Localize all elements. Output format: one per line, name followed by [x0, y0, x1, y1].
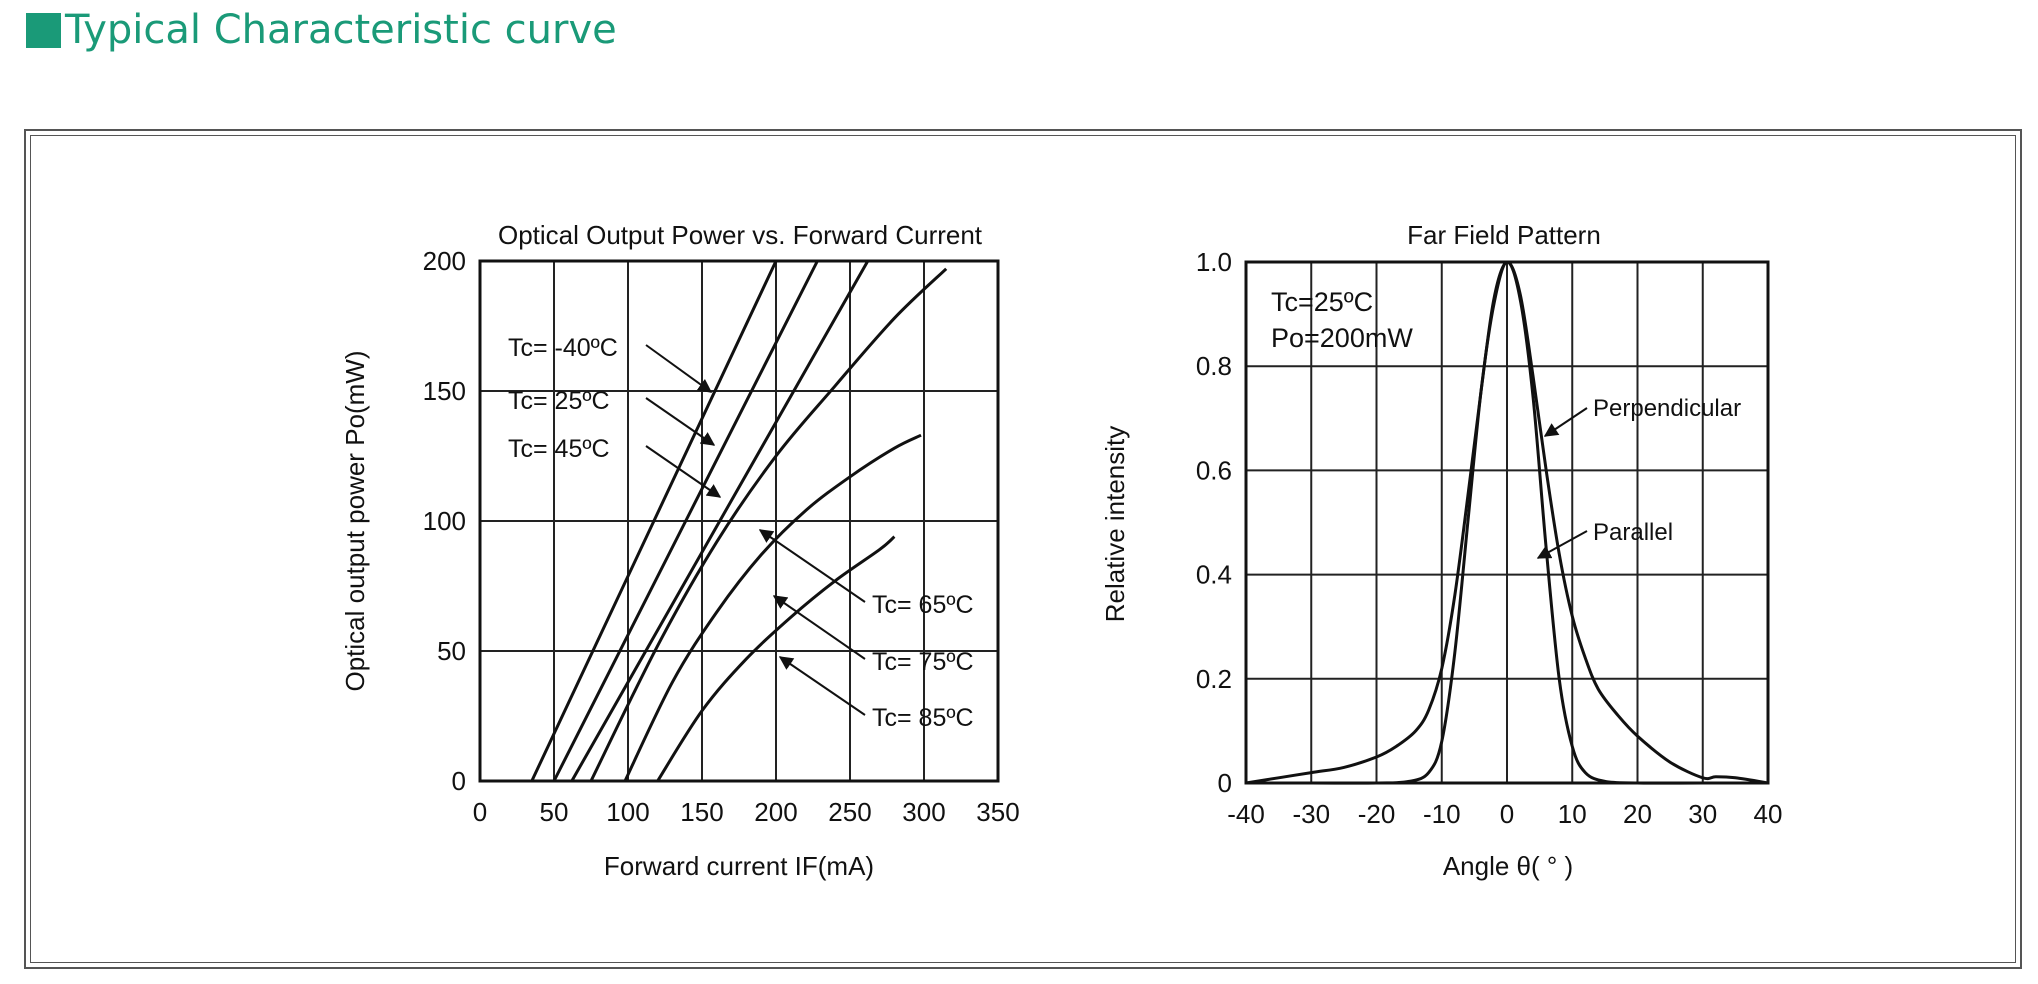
chart-2-y-tick-label: 1.0: [1196, 247, 1232, 277]
chart-2-x-ticks: -40 -30 -20 -10 0 10 20 30 40: [1227, 799, 1782, 829]
chart-2-x-axis-label: Angle θ( ° ): [1443, 851, 1573, 881]
chart-2-y-tick-label: 0: [1218, 768, 1232, 798]
figure-frame-inner: [30, 135, 2016, 963]
chart-1-y-tick-label: 100: [423, 506, 466, 536]
chart-2-x-tick-label: -40: [1227, 799, 1265, 829]
chart-1-y-axis-label: Optical output power Po(mW): [340, 350, 370, 691]
chart-2-x-tick-label: 0: [1500, 799, 1514, 829]
chart-1-x-tick-label: 200: [754, 797, 797, 827]
chart-1-y-ticks: 0 50 100 150 200: [423, 246, 466, 796]
legend-tc-minus40: Tc= -40ºC: [508, 334, 618, 362]
chart-2-x-tick-label: -20: [1358, 799, 1396, 829]
legend-tc-45: Tc= 45ºC: [508, 435, 610, 463]
chart-power-vs-current: Optical Output Power vs. Forward Current…: [340, 220, 1020, 881]
chart-1-series-line: [589, 267, 948, 782]
arrow-tc-45: [645, 445, 722, 498]
arrow-tc-25: [645, 397, 716, 446]
legend-tc-75: Tc= 75ºC: [872, 648, 974, 676]
chart-2-annotation-po: Po=200mW: [1271, 323, 1413, 353]
chart-1-x-tick-label: 0: [473, 797, 487, 827]
chart-2-x-tick-label: 30: [1688, 799, 1717, 829]
chart-1-x-tick-label: 250: [828, 797, 871, 827]
figure-frame: [24, 129, 2022, 969]
arrow-perpendicular: [1543, 407, 1588, 437]
chart-1-series-lines: [530, 260, 948, 782]
arrow-tc-75: [772, 595, 866, 660]
legend-perpendicular: Perpendicular: [1593, 395, 1741, 422]
legend-tc-65: Tc= 65ºC: [872, 591, 974, 619]
chart-2-series-line: [1245, 260, 1768, 785]
chart-1-grid: [480, 261, 998, 781]
arrow-tc-85: [778, 656, 866, 716]
chart-1-x-ticks: 0 50 100 150 200 250 300 350: [473, 797, 1020, 827]
chart-1-series-line: [552, 260, 819, 782]
chart-2-y-tick-label: 0.8: [1196, 351, 1232, 381]
chart-1-series-line: [530, 260, 778, 782]
chart-2-grid: [1246, 262, 1768, 783]
chart-2-x-tick-label: 40: [1754, 799, 1783, 829]
chart-1-x-tick-label: 50: [540, 797, 569, 827]
chart-1-series-line: [623, 433, 922, 782]
chart-1-x-tick-label: 350: [976, 797, 1019, 827]
section-title-text: Typical Characteristic curve: [65, 7, 617, 53]
chart-2-y-tick-label: 0.6: [1196, 455, 1232, 485]
chart-1-y-tick-label: 0: [452, 766, 466, 796]
chart-1-y-tick-label: 50: [437, 636, 466, 666]
chart-1-series-line: [570, 260, 870, 782]
legend-parallel: Parallel: [1593, 519, 1673, 546]
chart-1-x-tick-label: 100: [606, 797, 649, 827]
legend-tc-25: Tc= 25ºC: [508, 387, 610, 415]
arrow-parallel: [1536, 530, 1588, 559]
chart-2-x-tick-label: 10: [1558, 799, 1587, 829]
chart-2-x-tick-label: -30: [1292, 799, 1330, 829]
chart-1-x-tick-label: 300: [902, 797, 945, 827]
legend-tc-85: Tc= 85ºC: [872, 704, 974, 732]
chart-2-y-tick-label: 0.2: [1196, 664, 1232, 694]
chart-1-y-tick-label: 150: [423, 376, 466, 406]
chart-1-series-line: [656, 535, 896, 782]
chart-1-y-tick-label: 200: [423, 246, 466, 276]
arrow-tc-minus40: [645, 344, 713, 393]
chart-far-field-pattern: Far Field Pattern -40 -30 -20 -10 0 10 20 30 40 …: [1100, 220, 1782, 881]
chart-1-title: Optical Output Power vs. Forward Current: [498, 220, 983, 250]
chart-2-x-tick-label: 20: [1623, 799, 1652, 829]
chart-2-y-axis-label: Relative intensity: [1100, 426, 1130, 623]
chart-2-x-tick-label: -10: [1423, 799, 1461, 829]
title-square-icon: [26, 12, 61, 48]
chart-2-y-ticks: 0 0.2 0.4 0.6 0.8 1.0: [1196, 247, 1232, 798]
chart-2-title: Far Field Pattern: [1407, 220, 1601, 250]
chart-1-plot-frame: [478, 259, 1000, 783]
arrow-tc-65: [758, 529, 866, 603]
chart-2-series-lines: [1245, 260, 1769, 785]
section-title: Typical Characteristic curve: [26, 2, 617, 58]
chart-1-x-axis-label: Forward current IF(mA): [604, 851, 874, 881]
chart-2-y-tick-label: 0.4: [1196, 560, 1232, 590]
chart-2-annotation-tc: Tc=25ºC: [1271, 287, 1373, 317]
chart-1-x-tick-label: 150: [680, 797, 723, 827]
